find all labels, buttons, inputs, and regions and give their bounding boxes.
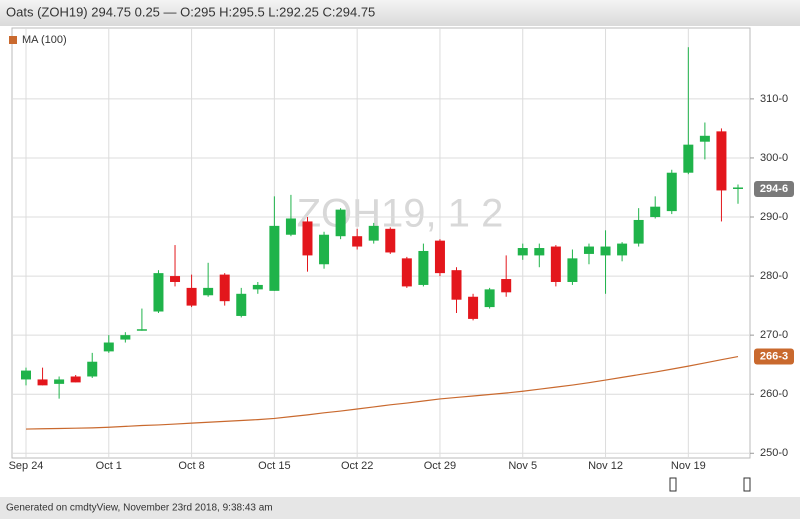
y-tick-label: 250-0 bbox=[760, 447, 788, 459]
candle-body bbox=[468, 296, 479, 319]
candle-body bbox=[319, 234, 330, 265]
footer: Generated on cmdtyView, November 23rd 20… bbox=[6, 503, 273, 514]
y-tick-label: 260-0 bbox=[760, 388, 788, 400]
x-tick-label: Oct 22 bbox=[341, 460, 373, 472]
chart-title: Oats (ZOH19) 294.75 0.25 — O:295 H:295.5… bbox=[6, 4, 375, 19]
candle-body bbox=[617, 243, 628, 256]
candle-body bbox=[550, 246, 561, 282]
last-price-label: 294-6 bbox=[760, 183, 788, 195]
candle-body bbox=[70, 376, 81, 383]
plot-frame bbox=[11, 27, 751, 459]
candle-body bbox=[666, 172, 677, 212]
candle-body bbox=[352, 236, 363, 247]
candle-body bbox=[120, 335, 131, 340]
candle-body bbox=[650, 206, 661, 218]
candle-body bbox=[153, 273, 164, 312]
candle-body bbox=[87, 361, 98, 377]
candle-body bbox=[567, 258, 578, 282]
x-tick-label: Oct 8 bbox=[178, 460, 204, 472]
candle-body bbox=[683, 144, 694, 173]
candle-body bbox=[716, 131, 727, 191]
candle-body bbox=[335, 209, 346, 237]
candle-body bbox=[186, 287, 197, 306]
candle-body bbox=[517, 248, 528, 256]
candle-body bbox=[252, 284, 263, 290]
legend-swatch bbox=[9, 36, 17, 44]
candle-body bbox=[600, 246, 611, 256]
candle-body bbox=[401, 258, 412, 287]
y-tick-label: 290-0 bbox=[760, 211, 788, 223]
moving-average-line bbox=[25, 355, 739, 430]
scroll-handle[interactable] bbox=[743, 477, 751, 492]
candle-body bbox=[302, 221, 313, 256]
candle-body bbox=[54, 379, 65, 384]
candle-body bbox=[21, 370, 31, 380]
x-tick-label: Oct 15 bbox=[258, 460, 290, 472]
y-tick-label: 300-0 bbox=[760, 152, 788, 164]
candle-body bbox=[368, 225, 379, 241]
candle-body bbox=[733, 187, 743, 189]
candle-body bbox=[170, 276, 181, 282]
candle-body bbox=[534, 248, 545, 256]
candle-body bbox=[484, 289, 495, 308]
watermark: ZOH19, 1 2 bbox=[297, 192, 504, 236]
x-tick-label: Sep 24 bbox=[9, 460, 44, 472]
legend-label: MA (100) bbox=[22, 34, 67, 46]
footer-bar bbox=[0, 497, 800, 519]
candle-body bbox=[583, 246, 594, 254]
candle-body bbox=[501, 279, 512, 293]
candle-body bbox=[136, 329, 147, 331]
x-tick-label: Nov 19 bbox=[671, 460, 706, 472]
candle-body bbox=[219, 274, 230, 302]
y-tick-label: 310-0 bbox=[760, 93, 788, 105]
x-tick-label: Oct 29 bbox=[424, 460, 456, 472]
candle-body bbox=[236, 293, 247, 316]
ma-value-label: 266-3 bbox=[760, 350, 788, 362]
ma-value-box bbox=[754, 348, 794, 365]
candle-body bbox=[103, 342, 114, 352]
candle-body bbox=[434, 240, 445, 274]
candle-body bbox=[451, 270, 462, 300]
x-tick-label: Nov 12 bbox=[588, 460, 623, 472]
x-tick-label: Nov 5 bbox=[508, 460, 537, 472]
last-price-box bbox=[754, 180, 794, 197]
header-bar bbox=[0, 0, 800, 26]
candle-body bbox=[385, 228, 396, 253]
candle-body bbox=[203, 287, 214, 296]
candle-body bbox=[269, 225, 280, 291]
candle-body bbox=[633, 219, 644, 244]
y-tick-label: 270-0 bbox=[760, 329, 788, 341]
scroll-handle[interactable] bbox=[669, 477, 677, 492]
candle-body bbox=[418, 250, 429, 285]
candle-body bbox=[285, 218, 296, 235]
candle-body bbox=[699, 135, 710, 142]
candle-body bbox=[37, 379, 48, 386]
x-tick-label: Oct 1 bbox=[96, 460, 122, 472]
y-tick-label: 280-0 bbox=[760, 270, 788, 282]
